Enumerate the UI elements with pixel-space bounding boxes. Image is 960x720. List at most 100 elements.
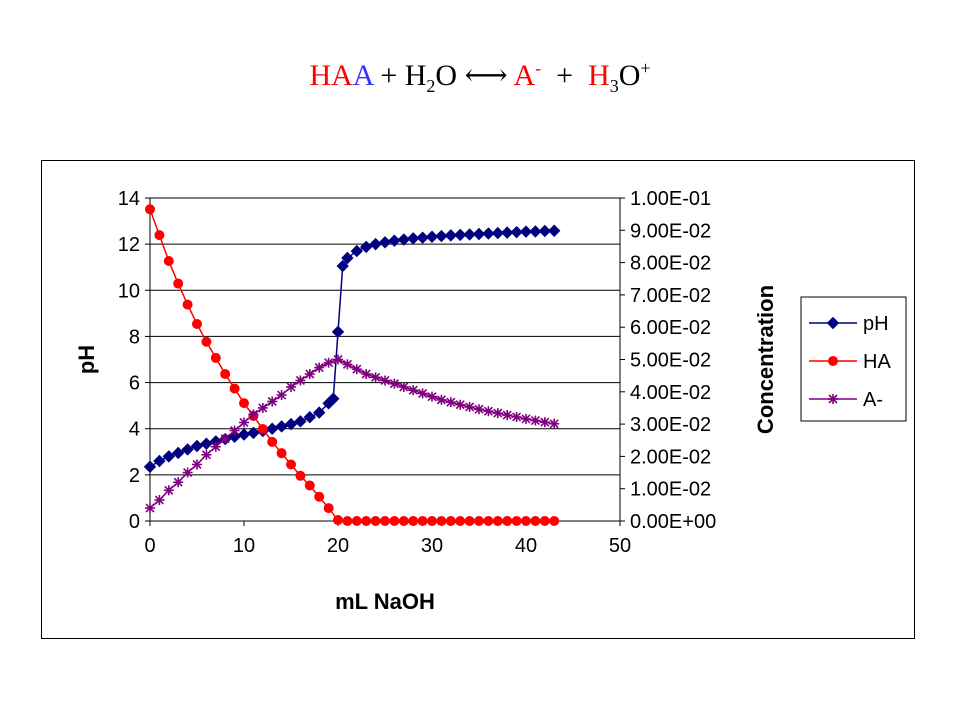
data-point-A- <box>464 401 475 412</box>
data-point-A- <box>370 372 381 383</box>
data-point-HA <box>417 516 428 526</box>
data-point-HA <box>511 516 522 526</box>
data-point-A- <box>286 381 296 392</box>
data-point-HA <box>173 278 184 289</box>
data-point-A- <box>530 415 541 426</box>
data-point-pH <box>350 244 364 258</box>
data-point-pH <box>369 237 382 251</box>
equation-part-0: HA <box>309 59 353 92</box>
data-point-A- <box>455 399 466 410</box>
data-point-HA <box>521 516 531 526</box>
data-point-pH <box>406 232 420 245</box>
equation-part-7: A <box>513 59 536 92</box>
data-point-pH <box>482 227 495 240</box>
equation-part-3: 2 <box>426 76 436 96</box>
y-tick-label: 14 <box>118 188 140 210</box>
data-point-A- <box>276 390 287 401</box>
data-point-A- <box>220 433 231 444</box>
data-point-pH <box>294 415 307 428</box>
x-tick-label: 20 <box>327 535 349 557</box>
equation-part-1: A <box>352 59 373 92</box>
legend-label: A- <box>863 389 883 411</box>
data-point-pH <box>529 225 542 238</box>
equation-part-2: + H <box>372 59 427 92</box>
legend-marker-A- <box>828 394 838 404</box>
data-point-pH <box>425 230 439 243</box>
data-point-HA <box>445 516 456 526</box>
equation-part-10: H <box>588 59 610 92</box>
data-point-HA <box>286 459 296 470</box>
y-tick-label: 6 <box>129 373 140 395</box>
data-point-A- <box>163 485 174 496</box>
data-point-pH <box>181 443 194 456</box>
data-point-A- <box>445 397 456 408</box>
y-tick-label: 8 <box>129 326 140 348</box>
data-point-HA <box>304 480 315 491</box>
data-point-A- <box>304 369 315 380</box>
data-point-pH <box>284 417 298 431</box>
data-point-pH <box>538 224 552 238</box>
data-point-A- <box>539 417 550 428</box>
data-point-HA <box>492 516 503 526</box>
equation-part-9: + <box>541 59 589 92</box>
data-point-pH <box>312 406 326 419</box>
data-point-pH <box>143 460 157 473</box>
data-point-A- <box>323 357 334 368</box>
data-point-pH <box>171 446 185 460</box>
data-point-HA <box>154 230 165 241</box>
data-point-pH <box>265 422 279 435</box>
data-point-pH <box>237 428 251 441</box>
data-point-HA <box>220 369 231 380</box>
data-point-HA <box>483 516 494 526</box>
data-point-pH <box>491 226 505 240</box>
data-point-pH <box>500 226 514 239</box>
legend-marker-pH <box>826 316 840 330</box>
chart-frame: 0 2 4 6 8 10 12 14 0.00E+00 1.00E-02 2.00E-02 3.00E… <box>41 160 915 639</box>
data-point-HA <box>276 448 287 459</box>
data-point-HA <box>192 318 202 329</box>
data-point-HA <box>455 516 466 526</box>
equation-part-12: O <box>618 59 641 92</box>
y2-axis-title: Concentration <box>753 285 778 434</box>
data-point-A- <box>408 385 419 396</box>
data-point-pH <box>444 229 458 242</box>
data-point-HA <box>502 516 513 526</box>
series-line-A- <box>149 358 555 509</box>
y-tick-label: 2 <box>129 465 140 487</box>
data-point-A- <box>257 402 268 413</box>
data-point-HA <box>398 516 409 526</box>
data-point-HA <box>389 516 400 526</box>
data-point-HA <box>163 255 174 266</box>
data-point-pH <box>331 325 345 339</box>
data-point-HA <box>380 516 390 526</box>
data-point-pH <box>359 240 373 254</box>
data-point-HA <box>295 470 306 481</box>
data-point-HA <box>530 516 541 526</box>
data-point-A- <box>182 467 193 478</box>
data-point-pH <box>463 228 476 241</box>
data-point-HA <box>549 516 560 526</box>
data-point-HA <box>342 516 353 526</box>
data-point-pH <box>190 439 204 453</box>
data-point-A- <box>474 404 484 415</box>
legend-marker-HA <box>828 356 838 366</box>
data-point-A- <box>380 375 390 386</box>
data-point-pH <box>547 224 561 237</box>
legend-label: HA <box>863 351 891 373</box>
data-point-pH <box>275 420 288 433</box>
data-point-HA <box>314 491 325 502</box>
data-point-A- <box>427 391 437 402</box>
data-point-pH <box>153 454 166 468</box>
data-point-A- <box>239 417 249 428</box>
equation-part-5: ⟷ <box>464 59 508 92</box>
data-point-HA <box>464 516 475 526</box>
y2-tick-label: 0.00E+00 <box>630 511 716 533</box>
y2-tick-label: 1.00E-02 <box>630 479 711 501</box>
data-point-A- <box>521 413 531 424</box>
data-point-A- <box>295 375 306 386</box>
x-tick-label: 0 <box>144 535 155 557</box>
y-tick-label: 4 <box>129 419 140 441</box>
data-point-pH <box>388 234 401 247</box>
data-point-pH <box>519 225 533 238</box>
data-point-A- <box>210 441 221 452</box>
